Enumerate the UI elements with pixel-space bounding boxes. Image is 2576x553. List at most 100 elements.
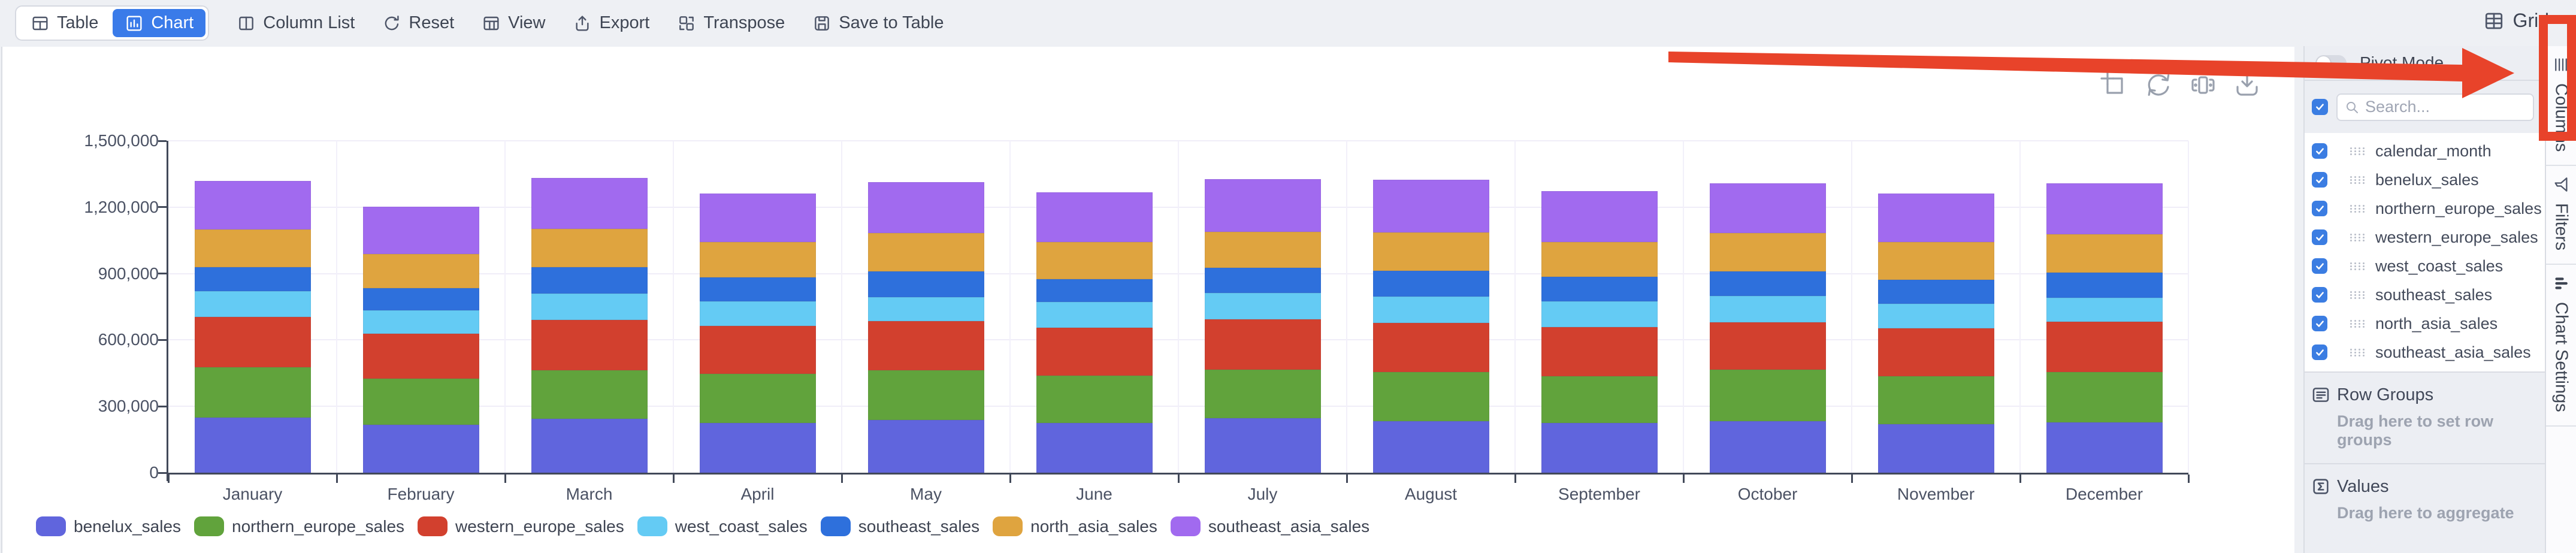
column-list-item[interactable]: western_europe_sales: [2305, 223, 2545, 252]
tab-chart-settings[interactable]: Chart Settings: [2546, 265, 2576, 427]
bar-segment-southeast_sales: [699, 277, 816, 302]
legend-item[interactable]: north_asia_sales: [993, 516, 1157, 536]
column-name-label: western_europe_sales: [2375, 228, 2538, 246]
search-input[interactable]: [2365, 98, 2526, 116]
bar-segment-northern_europe_sales: [531, 370, 648, 419]
bar-segment-west_coast_sales: [531, 294, 648, 320]
x-tick-label: August: [1404, 485, 1458, 503]
table-icon: [32, 16, 48, 30]
grid-icon: [2485, 13, 2502, 29]
column-checkbox[interactable]: [2312, 201, 2327, 216]
sigma-icon: [2313, 479, 2329, 494]
refresh-button[interactable]: [2144, 71, 2173, 99]
tab-filters[interactable]: Filters: [2546, 166, 2576, 265]
export-button[interactable]: Export: [573, 13, 649, 33]
panels-button[interactable]: [2188, 71, 2217, 99]
bar-segment-northern_europe_sales: [1877, 376, 1994, 424]
legend-item[interactable]: west_coast_sales: [637, 516, 808, 536]
reset-label: Reset: [409, 13, 455, 32]
stacked-bar: [194, 180, 311, 473]
tab-columns-label: Columns: [2551, 83, 2571, 152]
stacked-bar: [2046, 183, 2163, 473]
column-checkbox[interactable]: [2312, 172, 2327, 188]
legend-marker: [36, 516, 66, 536]
bar-segment-northern_europe_sales: [362, 379, 479, 425]
drag-handle-icon[interactable]: [2350, 176, 2365, 184]
drag-dot: [2350, 233, 2352, 235]
check-icon: [2315, 262, 2324, 270]
zoom-region-button[interactable]: [2100, 71, 2128, 99]
x-axis-tick: [672, 475, 675, 483]
v-gridline: [1178, 141, 1179, 473]
stacked-bar: [867, 182, 984, 473]
view-button[interactable]: View: [482, 13, 545, 33]
bar-segment-north_asia_sales: [1372, 232, 1489, 271]
legend-label: southeast_sales: [858, 516, 980, 536]
tab-filters-label: Filters: [2551, 203, 2571, 251]
column-list-item[interactable]: north_asia_sales: [2305, 309, 2545, 338]
refresh-icon: [2148, 74, 2170, 96]
column-checkbox[interactable]: [2312, 258, 2327, 274]
column-list-label: Column List: [263, 13, 355, 32]
bar-segment-southeast_sales: [194, 267, 311, 292]
search-row: [2305, 81, 2545, 133]
column-checkbox[interactable]: [2312, 316, 2327, 331]
column-list-item[interactable]: west_coast_sales: [2305, 252, 2545, 280]
chart-button[interactable]: Chart: [113, 9, 206, 37]
row-groups-drop-zone[interactable]: Row Groups Drag here to set row groups: [2305, 371, 2545, 463]
pivot-mode-toggle[interactable]: [2315, 55, 2347, 71]
legend-label: western_europe_sales: [455, 516, 624, 536]
bar-segment-benelux_sales: [699, 422, 816, 473]
search-icon: [2347, 101, 2358, 113]
v-gridline: [841, 141, 842, 473]
x-axis-tick: [1851, 475, 1853, 483]
filter-icon: [2554, 177, 2568, 192]
legend-item[interactable]: southeast_asia_sales: [1170, 516, 1369, 536]
bar-segment-western_europe_sales: [1204, 319, 1321, 370]
legend-item[interactable]: southeast_sales: [820, 516, 980, 536]
drag-handle-icon[interactable]: [2350, 147, 2365, 155]
reset-button[interactable]: Reset: [382, 13, 454, 33]
legend-item[interactable]: western_europe_sales: [418, 516, 624, 536]
save-to-table-label: Save to Table: [839, 13, 944, 32]
drag-handle-icon[interactable]: [2350, 262, 2365, 270]
legend-marker: [637, 516, 667, 536]
values-drop-zone[interactable]: Values Drag here to aggregate: [2305, 463, 2545, 553]
tab-columns[interactable]: Columns: [2546, 46, 2576, 167]
drag-handle-icon[interactable]: [2350, 291, 2365, 299]
bar-segment-southeast_asia_sales: [362, 207, 479, 254]
column-checkbox[interactable]: [2312, 345, 2327, 360]
y-tick-label: 900,000: [98, 264, 159, 283]
save-to-table-button[interactable]: Save to Table: [812, 13, 944, 33]
stacked-bar: [1204, 179, 1321, 473]
drag-handle-icon[interactable]: [2350, 319, 2365, 328]
column-checkbox[interactable]: [2312, 143, 2327, 159]
column-list-item[interactable]: northern_europe_sales: [2305, 194, 2545, 223]
transpose-icon: [679, 16, 694, 31]
column-list-button[interactable]: Column List: [237, 13, 355, 33]
drag-handle-icon[interactable]: [2350, 348, 2365, 356]
column-checkbox[interactable]: [2312, 229, 2327, 245]
x-axis-tick: [1177, 475, 1180, 483]
bar-segment-southeast_asia_sales: [1877, 194, 1994, 243]
column-list-item[interactable]: southeast_sales: [2305, 280, 2545, 309]
column-list-item[interactable]: benelux_sales: [2305, 165, 2545, 194]
legend-item[interactable]: northern_europe_sales: [194, 516, 404, 536]
bar-segment-southeast_sales: [362, 288, 479, 311]
legend-item[interactable]: benelux_sales: [36, 516, 181, 536]
drag-handle-icon[interactable]: [2350, 204, 2365, 213]
v-gridline: [673, 141, 674, 473]
bar-segment-west_coast_sales: [1204, 292, 1321, 319]
download-button[interactable]: [2233, 71, 2261, 99]
drag-handle-icon[interactable]: [2350, 233, 2365, 241]
bar-segment-southeast_sales: [1709, 271, 1826, 296]
transpose-button[interactable]: Transpose: [677, 13, 785, 33]
grid-menu-button[interactable]: Grid: [2483, 10, 2549, 32]
column-checkbox[interactable]: [2312, 287, 2327, 303]
column-list-item[interactable]: southeast_asia_sales: [2305, 338, 2545, 367]
bar-segment-western_europe_sales: [362, 333, 479, 379]
chart-icon: [126, 15, 142, 31]
select-all-checkbox[interactable]: [2312, 99, 2328, 115]
table-button[interactable]: Table: [19, 9, 110, 37]
column-list-item[interactable]: calendar_month: [2305, 137, 2545, 165]
